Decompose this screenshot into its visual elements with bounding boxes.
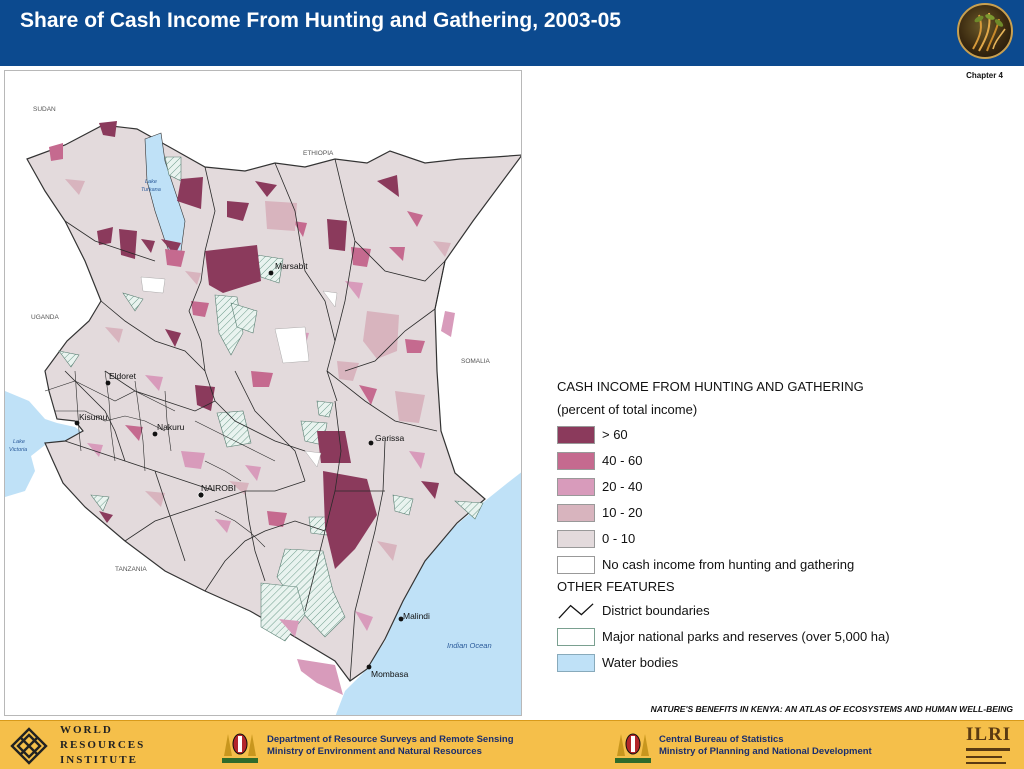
wri-knot-icon [10,727,48,765]
legend-label-40-60: 40 - 60 [602,453,643,468]
legend-swatch-above-60 [557,426,595,444]
label-lake-victoria-1: Lake [13,439,25,445]
lake-victoria-water [5,391,83,497]
ilri-wordmark: ILRI [966,724,1012,745]
city-dot-mombasa [366,664,372,670]
class-above-60-areas [97,121,439,569]
city-dot-malindi [398,616,404,622]
legend-item-above-60: > 60 [557,424,937,450]
legend-label-no-cash: No cash income from hunting and gatherin… [602,557,855,572]
class-10-20-areas [65,179,451,561]
legend-item-0-10: 0 - 10 [557,528,937,554]
city-nairobi: NAIROBI [201,483,236,493]
dept-rsrs-line-2: Ministry of Environment and Natural Reso… [267,746,482,757]
city-dot-marsabit [268,270,274,276]
legend-label-10-20: 10 - 20 [602,505,643,520]
legend-label-above-60: > 60 [602,427,628,442]
label-tanzania: TANZANIA [115,566,147,573]
city-kisumu: Kisumu [79,412,108,422]
class-40-60-areas [49,143,425,527]
atlas-logo [957,3,1013,59]
city-garissa: Garissa [375,433,405,443]
wri-line-2: RESOURCES [60,739,146,751]
dept-cbs-line-1: Central Bureau of Statistics [659,734,784,745]
label-somalia: SOMALIA [461,358,491,365]
legend-subheading: (percent of total income) [557,402,698,417]
legend-label-0-10: 0 - 10 [602,531,636,546]
dept-cbs-line-2: Ministry of Planning and National Develo… [659,746,872,757]
label-lake-turkana-1: Lake [145,179,157,185]
legend-item-no-cash: No cash income from hunting and gatherin… [557,554,937,580]
no-cash-areas [140,276,338,468]
wri-line-1: WORLD [60,724,113,736]
district-boundaries [64,158,446,682]
legend-swatch-no-cash [557,556,595,574]
plant-icon [972,12,1006,52]
city-dot-nairobi [197,491,205,499]
label-lake-turkana-2: Turkana [141,187,161,193]
legend-swatch-10-20 [557,504,595,522]
dept-rsrs: Department of Resource Surveys and Remot… [267,734,514,758]
kenya-map: SUDAN ETHIOPIA UGANDA SOMALIA TANZANIA L… [4,70,522,716]
city-nakuru: Nakuru [157,422,185,432]
footer-bar: WORLD RESOURCES INSTITUTE Department of … [0,720,1024,769]
legend-swatch-40-60 [557,452,595,470]
legend-swatch-parks [557,628,595,646]
city-eldoret: Eldoret [109,371,137,381]
kenya-outline [26,124,521,682]
legend-item-20-40: 20 - 40 [557,476,937,502]
legend-item-40-60: 40 - 60 [557,450,937,476]
legend-other-heading: OTHER FEATURES [557,579,675,594]
kenya-coat-of-arms-icon [222,733,258,763]
boundary-line-icon [558,603,594,619]
legend-item-10-20: 10 - 20 [557,502,937,528]
chapter-label: Chapter 4 [966,71,1003,80]
wri-wordmark: WORLD RESOURCES INSTITUTE [60,723,145,768]
city-dot-kisumu [74,420,80,426]
city-dot-garissa [368,440,374,446]
map-canvas: SUDAN ETHIOPIA UGANDA SOMALIA TANZANIA L… [5,106,521,715]
ilri-divider-2 [966,756,1002,758]
ilri-divider-3 [966,762,1006,764]
city-dot-eldoret [105,380,111,386]
legend-item-district-boundaries: District boundaries [557,600,937,626]
map-legend: CASH INCOME FROM HUNTING AND GATHERING (… [557,378,937,678]
label-lake-victoria-2: Victoria [9,447,27,453]
label-indian-ocean: Indian Ocean [447,641,492,650]
district-boundaries-west [44,370,276,548]
legend-swatch-20-40 [557,478,595,496]
legend-label-water: Water bodies [602,655,679,670]
atlas-title-note: NATURE'S BENEFITS IN KENYA: AN ATLAS OF … [650,704,1013,714]
header-bar: Share of Cash Income From Hunting and Ga… [0,0,1024,66]
label-ethiopia: ETHIOPIA [303,150,334,157]
legend-label-20-40: 20 - 40 [602,479,643,494]
ilri-logo: ILRI [966,724,1012,767]
wri-line-3: INSTITUTE [60,754,138,766]
kenya-coat-of-arms-icon-2 [615,733,651,763]
legend-swatch-0-10 [557,530,595,548]
label-uganda: UGANDA [31,314,59,321]
legend-label-district-boundaries: District boundaries [602,603,710,618]
legend-label-parks: Major national parks and reserves (over … [602,629,890,644]
city-malindi: Malindi [403,611,430,621]
city-dot-nakuru [152,431,158,437]
class-20-40-areas [87,281,455,695]
legend-heading: CASH INCOME FROM HUNTING AND GATHERING [557,379,864,394]
city-mombasa: Mombasa [371,669,409,679]
page-title: Share of Cash Income From Hunting and Ga… [20,9,621,32]
dept-rsrs-line-1: Department of Resource Surveys and Remot… [267,734,514,745]
legend-item-parks: Major national parks and reserves (over … [557,626,937,652]
park-areas [58,156,484,642]
dept-cbs: Central Bureau of Statistics Ministry of… [659,734,872,758]
ilri-divider [966,748,1010,751]
label-sudan: SUDAN [33,106,56,113]
indian-ocean-water [335,472,521,715]
legend-item-water: Water bodies [557,652,937,678]
legend-swatch-water [557,654,595,672]
city-marsabit: Marsabit [275,261,308,271]
